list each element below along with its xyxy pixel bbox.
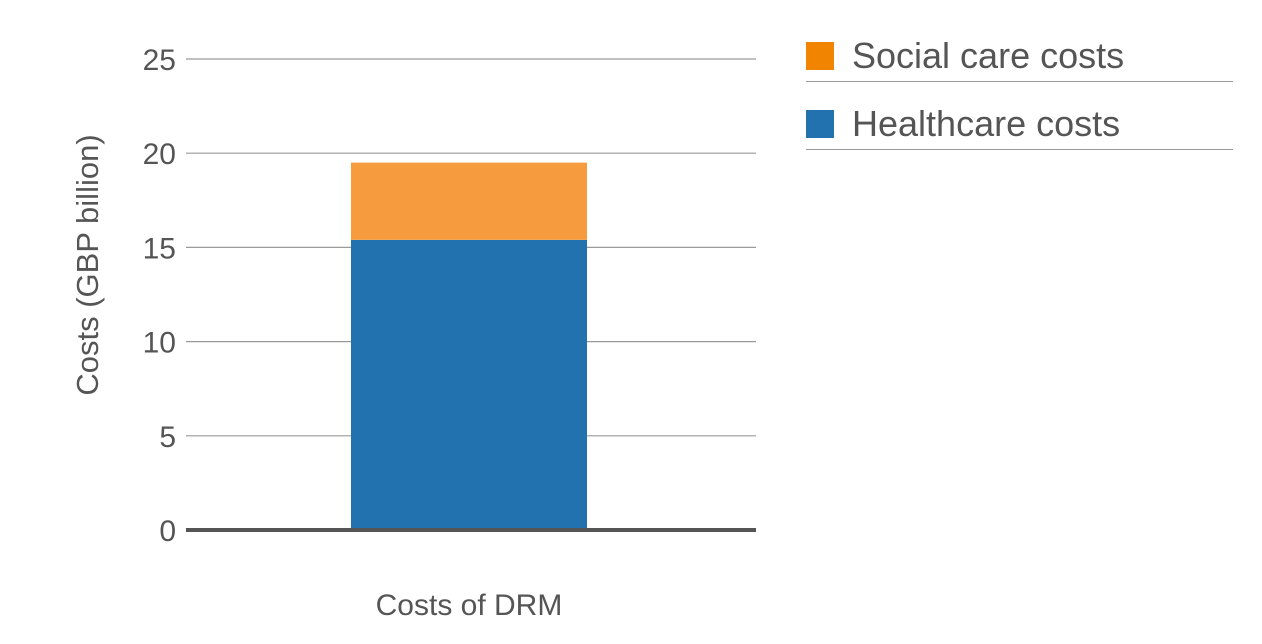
- y-tick-label: 10: [143, 327, 176, 360]
- legend-item-social-care: Social care costs: [806, 30, 1233, 82]
- y-tick-label: 0: [159, 515, 176, 548]
- bar-segment-healthcare-costs: [351, 239, 587, 530]
- y-tick-label: 20: [143, 138, 176, 171]
- y-tick-label: 25: [143, 44, 176, 77]
- y-axis-labels: 0 5 10 15 20 25: [143, 44, 176, 548]
- bar-segment-social-care-costs: [351, 162, 587, 240]
- legend-label-social-care: Social care costs: [852, 34, 1125, 76]
- legend-label-healthcare: Healthcare costs: [852, 102, 1121, 144]
- legend-swatch-social-care: [806, 41, 834, 70]
- bars: [351, 162, 587, 530]
- legend-swatch-healthcare: [806, 109, 834, 138]
- y-tick-label: 5: [159, 421, 176, 454]
- x-axis-labels: Costs of DRM: [376, 589, 563, 622]
- legend-item-healthcare: Healthcare costs: [806, 98, 1233, 150]
- x-category-label: Costs of DRM: [376, 589, 563, 622]
- legend: Social care costs Healthcare costs: [806, 30, 1233, 166]
- y-axis-title: Costs (GBP billion): [70, 134, 105, 395]
- y-tick-label: 15: [143, 232, 176, 265]
